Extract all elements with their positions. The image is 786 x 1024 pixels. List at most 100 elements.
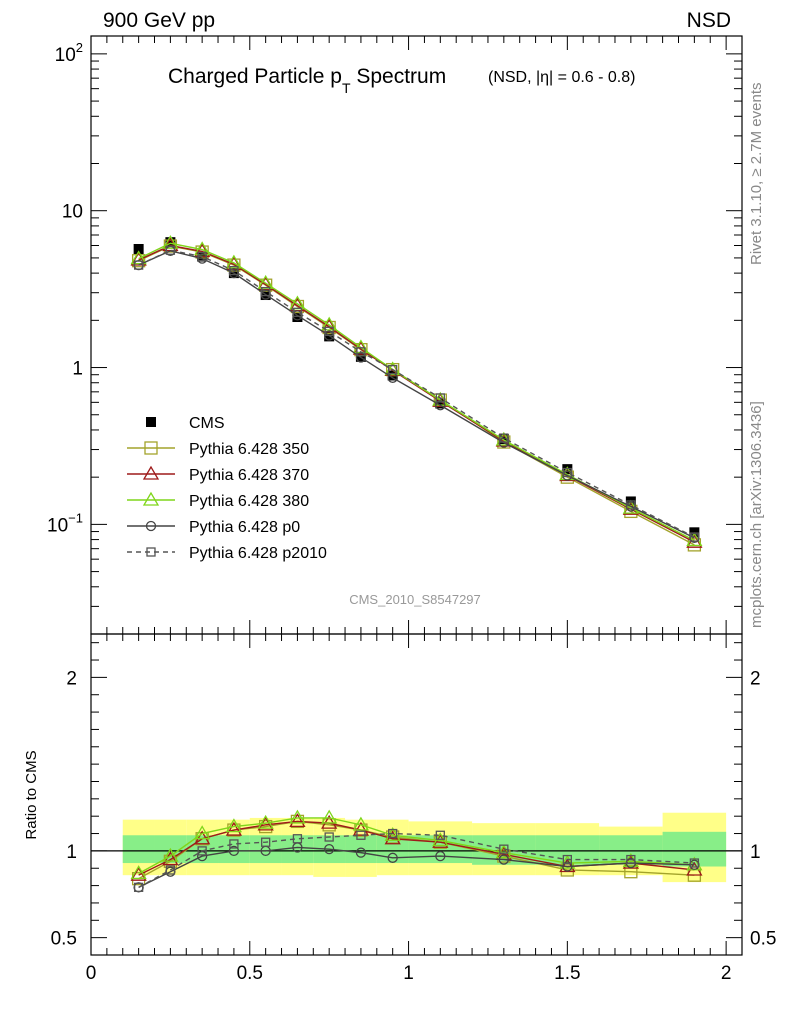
chart-title-main2: Spectrum (351, 65, 447, 88)
legend-entry-pythia-6-428-p2010: Pythia 6.428 p2010 (127, 545, 327, 562)
ratio-point-pythia-6-428-380 (130, 865, 147, 880)
legend-marker (146, 417, 156, 427)
header-right: NSD (687, 9, 731, 32)
series-line-pythia-6-428-p0 (138, 250, 695, 539)
point-cms (292, 312, 303, 323)
ratio-series-pythia-6-428-p2010 (133, 828, 700, 892)
point-pythia-6-428-p0 (435, 400, 446, 411)
point-pythia-6-428-p2010 (562, 467, 572, 478)
ratio-point-pythia-6-428-p2010 (388, 828, 398, 839)
analysis-watermark: CMS_2010_S8547297 (349, 592, 481, 607)
point-pythia-6-428-p2010 (165, 245, 176, 255)
point-pythia-6-428-p2010 (292, 307, 303, 317)
ratio-band-inner (662, 831, 727, 867)
point-cms (133, 243, 144, 254)
side-label-lower: mcplots.cern.ch [arXiv:1306.3436] (748, 401, 765, 628)
legend-label: Pythia 6.428 370 (189, 467, 309, 484)
ratio-point-pythia-6-428-p2010 (165, 865, 176, 875)
ratio-y-tick-label: 1 (66, 842, 77, 863)
chart-title-detail: (NSD, |η| = 0.6 - 0.8) (488, 69, 635, 86)
legend: CMS Pythia 6.428 350 Pythia 6.428 370 Pythi… (127, 415, 327, 562)
series-line-pythia-6-428-p2010 (138, 249, 695, 538)
ratio-y-tick-label-right: 0.5 (750, 929, 776, 950)
x-tick-label: 0.5 (237, 963, 263, 984)
legend-marker (142, 491, 160, 506)
ratio-y-tick-label-right: 2 (750, 668, 761, 689)
ratio-point-pythia-6-428-370 (194, 830, 211, 845)
legend-entry-pythia-6-428-380: Pythia 6.428 380 (127, 491, 309, 510)
point-pythia-6-428-p2010 (356, 347, 366, 357)
chart-title: Charged Particle pT Spectrum (168, 65, 446, 96)
point-pythia-6-428-p2010 (324, 326, 334, 337)
ratio-point-pythia-6-428-370 (130, 866, 147, 881)
ratio-point-pythia-6-428-p0 (387, 852, 398, 863)
ratio-point-pythia-6-428-370 (686, 861, 703, 876)
ratio-point-pythia-6-428-p0 (498, 854, 509, 865)
ratio-point-pythia-6-428-p2010 (499, 844, 509, 854)
ratio-point-pythia-6-428-p2010 (356, 830, 366, 840)
ratio-point-pythia-6-428-p2010 (229, 839, 239, 849)
legend-label: Pythia 6.428 350 (189, 441, 309, 458)
point-pythia-6-428-p2010 (388, 364, 398, 375)
legend-marker (142, 465, 160, 480)
ratio-point-pythia-6-428-p0 (355, 847, 367, 858)
ratio-point-pythia-6-428-p0 (324, 844, 335, 855)
legend-entry-cms: CMS (146, 415, 225, 432)
point-pythia-6-428-380 (130, 250, 147, 265)
point-cms (435, 398, 446, 409)
point-pythia-6-428-p2010 (229, 265, 239, 276)
point-pythia-6-428-p2010 (197, 251, 207, 262)
legend-marker (144, 441, 158, 455)
x-tick-label: 2 (721, 963, 732, 984)
y-tick-label-exp: −1 (68, 510, 83, 525)
point-pythia-6-428-380 (321, 316, 338, 331)
point-pythia-6-428-p2010 (499, 433, 509, 443)
ratio-point-pythia-6-428-p2010 (689, 858, 700, 868)
ratio-point-pythia-6-428-p0 (435, 850, 446, 862)
legend-entry-pythia-6-428-350: Pythia 6.428 350 (127, 441, 309, 458)
side-label-upper: Rivet 3.1.10, ≥ 2.7M events (748, 83, 765, 266)
ratio-y-tick-label-right: 1 (750, 842, 761, 863)
ratio-y-tick-label: 0.5 (51, 929, 77, 950)
point-cms (498, 434, 509, 445)
ratio-point-pythia-6-428-380 (321, 809, 338, 824)
ratio-line-pythia-6-428-p0 (138, 846, 695, 888)
point-pythia-6-428-p2010 (133, 260, 144, 270)
legend-entry-pythia-6-428-p0: Pythia 6.428 p0 (127, 519, 300, 536)
y-tick-label: 10−1 (47, 510, 83, 536)
ratio-line-pythia-6-428-380 (138, 817, 695, 875)
ratio-point-pythia-6-428-370 (225, 821, 243, 836)
chart-title-sub: T (342, 80, 351, 96)
point-cms (165, 237, 176, 248)
ratio-point-pythia-6-428-380 (162, 847, 179, 862)
y-tick-label: 102 (55, 40, 83, 66)
x-tick-label: 1.5 (554, 963, 580, 984)
ratio-point-pythia-6-428-p0 (562, 861, 573, 872)
x-tick-label: 1 (403, 963, 414, 984)
x-tick-label: 0 (86, 963, 97, 984)
y-tick-label: 1 (72, 359, 83, 380)
point-pythia-6-428-p2010 (261, 286, 271, 297)
series-pythia-6-428-p2010 (133, 245, 700, 542)
ratio-point-pythia-6-428-370 (289, 813, 306, 828)
point-pythia-6-428-380 (162, 234, 179, 249)
ratio-point-pythia-6-428-p2010 (324, 832, 334, 842)
ratio-band-inner (599, 835, 663, 865)
ratio-frame (90, 633, 743, 956)
ratio-point-pythia-6-428-p0 (228, 845, 240, 857)
ratio-point-pythia-6-428-370 (321, 814, 338, 829)
ratio-band-inner (122, 835, 155, 864)
point-pythia-6-428-p0 (355, 352, 367, 363)
legend-label: Pythia 6.428 p2010 (189, 545, 327, 562)
ratio-y-tick-label: 2 (66, 668, 77, 689)
legend-entry-pythia-6-428-370: Pythia 6.428 370 (127, 465, 309, 484)
ratio-point-pythia-6-428-p2010 (197, 846, 207, 856)
point-pythia-6-428-370 (321, 318, 338, 333)
point-pythia-6-428-p2010 (626, 500, 636, 510)
ratio-panel: 0 0.5 1 1.5 2 0.5 0.5 1 1 2 2 (51, 633, 776, 984)
ratio-line-pythia-6-428-p2010 (138, 832, 695, 888)
ratio-point-pythia-6-428-p2010 (562, 854, 572, 865)
ratio-point-pythia-6-428-p2010 (261, 837, 271, 847)
ratio-point-pythia-6-428-p2010 (435, 830, 445, 840)
